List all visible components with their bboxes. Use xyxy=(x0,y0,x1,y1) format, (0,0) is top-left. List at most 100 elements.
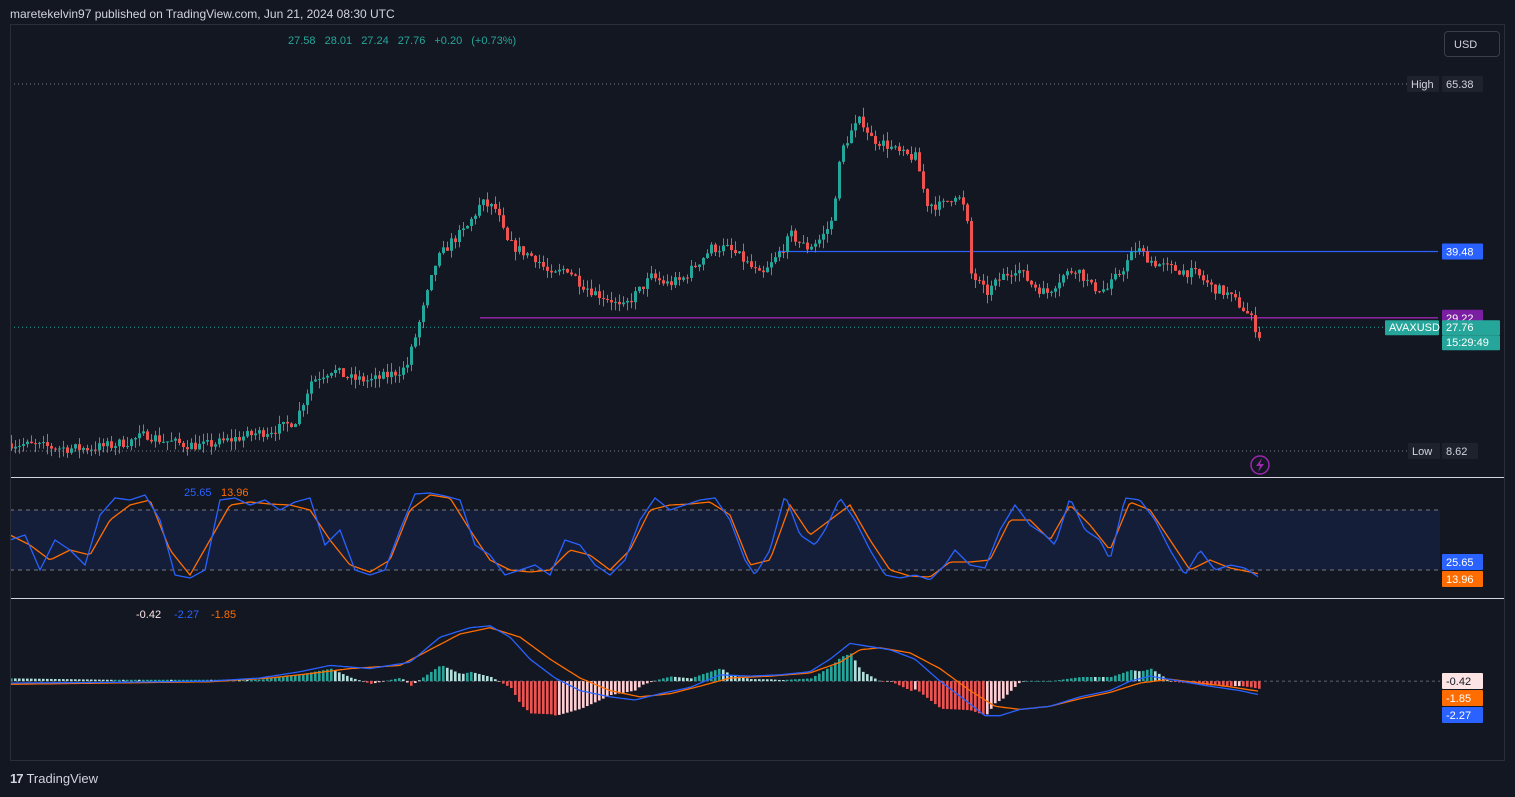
macd-histogram-bar xyxy=(814,675,817,682)
macd-histogram-bar xyxy=(294,675,297,682)
candle-body xyxy=(126,446,129,448)
candle-body xyxy=(410,346,413,365)
currency-button[interactable]: USD xyxy=(1444,31,1500,57)
candle-body xyxy=(1134,251,1137,253)
candle-body xyxy=(930,204,933,207)
candle-body xyxy=(1250,313,1253,315)
candle-body xyxy=(1110,279,1113,289)
tradingview-brand: TradingView xyxy=(26,771,99,786)
publish-info: maretekelvin97 published on TradingView.… xyxy=(10,7,395,21)
candle-body xyxy=(1234,294,1237,298)
macd-histogram-bar xyxy=(190,679,193,682)
candle-body xyxy=(1098,291,1101,293)
macd-histogram-bar xyxy=(102,679,105,682)
candle-body xyxy=(26,441,29,445)
macd-histogram-bar xyxy=(610,681,613,695)
candle-body xyxy=(314,379,317,382)
macd-signal-label-text: -1.85 xyxy=(1446,693,1471,705)
macd-histogram-bar xyxy=(110,679,113,682)
candle-body xyxy=(1026,270,1029,281)
candle-body xyxy=(230,438,233,442)
macd-histogram-bar xyxy=(798,679,801,682)
candle-body xyxy=(322,377,325,380)
macd-histogram-bar xyxy=(1074,677,1077,682)
candle-body xyxy=(362,376,365,382)
candle-body xyxy=(1238,297,1241,308)
macd-histogram-bar xyxy=(510,681,513,689)
candle-body xyxy=(534,255,537,263)
macd-histogram-bar xyxy=(74,679,77,682)
macd-histogram-bar xyxy=(1034,681,1037,682)
candle-body xyxy=(1130,252,1133,261)
macd-legend-signal: -1.85 xyxy=(211,609,236,621)
macd-histogram-bar xyxy=(594,681,597,703)
candle-body xyxy=(298,410,301,425)
macd-histogram-bar xyxy=(10,678,13,682)
candle-body xyxy=(358,376,361,380)
macd-histogram-bar xyxy=(290,675,293,682)
macd-histogram-bar xyxy=(746,678,749,682)
macd-histogram-bar xyxy=(870,676,873,682)
macd-histogram-bar xyxy=(334,670,337,682)
macd-histogram-bar xyxy=(1210,681,1213,686)
candle-body xyxy=(942,200,945,202)
candle-body xyxy=(634,291,637,303)
macd-histogram-bar xyxy=(626,681,629,693)
macd-histogram-bar xyxy=(1218,681,1221,686)
macd-histogram-bar xyxy=(362,681,365,682)
candle-body xyxy=(766,267,769,273)
stoch-band xyxy=(10,510,1440,570)
candle-body xyxy=(814,243,817,247)
candle-body xyxy=(1066,271,1069,276)
macd-histogram-bar xyxy=(442,665,445,682)
candle-body xyxy=(790,230,793,237)
candle-body xyxy=(1226,292,1229,296)
low-tag-bg xyxy=(1408,443,1440,459)
candle-body xyxy=(1070,271,1073,273)
macd-histogram-bar xyxy=(86,679,89,682)
indicator-legends: 25.65 13.96 -0.42 -2.27 -1.85 xyxy=(136,487,249,621)
candle-body xyxy=(914,152,917,160)
candle-body xyxy=(570,272,573,275)
candle-body xyxy=(242,436,245,441)
candle-body xyxy=(154,435,157,442)
macd-histogram-bar xyxy=(706,672,709,682)
candle-body xyxy=(962,197,965,205)
candle-body xyxy=(390,371,393,378)
candle-body xyxy=(294,424,297,428)
macd-histogram-bar xyxy=(354,678,357,682)
candle-body xyxy=(722,245,725,252)
macd-histogram-bar xyxy=(1246,681,1249,687)
macd-histogram-bar xyxy=(818,673,821,682)
candle-body xyxy=(550,270,553,273)
candle-body xyxy=(102,443,105,447)
macd-histogram-bar xyxy=(794,679,797,682)
macd-histogram-bar xyxy=(186,679,189,682)
candle-body xyxy=(670,281,673,286)
macd-histogram-bar xyxy=(374,681,377,684)
macd-hist-label-text: -0.42 xyxy=(1446,676,1471,688)
macd-histogram-bar xyxy=(1138,671,1141,682)
candle-body xyxy=(1154,260,1157,267)
candle-body xyxy=(50,446,53,449)
macd-histogram-bar xyxy=(134,679,137,682)
macd-histogram-bar xyxy=(98,679,101,682)
candle-body xyxy=(1106,288,1109,290)
macd-histogram-bar xyxy=(314,671,317,682)
macd-histogram-bar xyxy=(846,654,849,682)
macd-histogram-bar xyxy=(266,678,269,682)
candle-body xyxy=(614,301,617,303)
macd-histogram-bar xyxy=(858,667,861,682)
candle-body xyxy=(402,367,405,375)
macd-histogram-bar xyxy=(126,679,129,682)
macd-histogram-bar xyxy=(1022,681,1025,682)
macd-histogram-bar xyxy=(242,679,245,682)
macd-histogram-bar xyxy=(286,676,289,682)
macd-histogram-bar xyxy=(130,679,133,682)
macd-histogram-bar xyxy=(914,681,917,690)
candle-body xyxy=(426,290,429,306)
candle-body xyxy=(518,246,521,252)
candle-body xyxy=(562,268,565,270)
macd-histogram-bar xyxy=(46,678,49,682)
